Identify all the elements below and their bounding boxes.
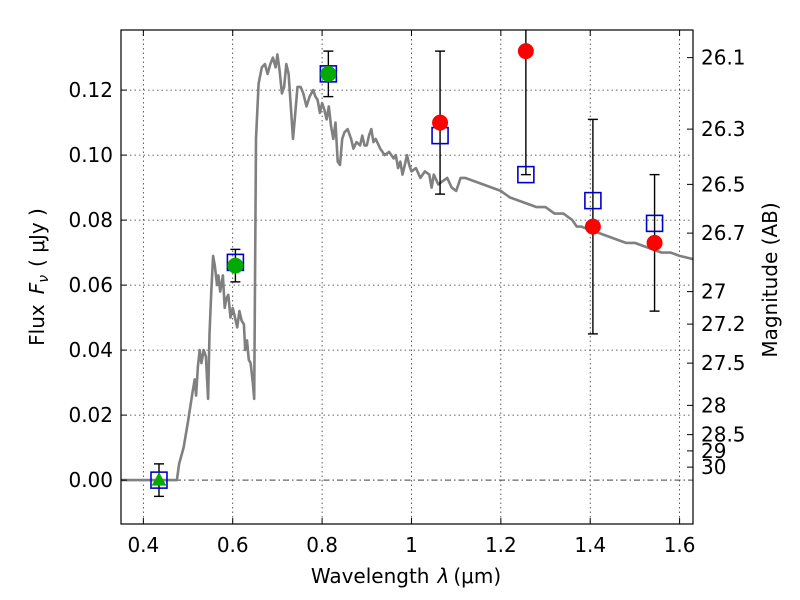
x-tick-label: 1.4 [574,533,606,557]
y-axis-label-symbol: F [25,282,49,294]
mag-tick-label: 26.5 [701,172,746,196]
x-tick-label: 0.8 [306,533,338,557]
mag-tick-label: 27 [701,280,726,304]
observed-point [517,43,534,60]
observed-point-triangle [151,472,167,486]
observed-point [432,114,449,131]
y-axis-label-main: Flux [25,304,49,346]
x-axis-label-main: Wavelength [311,564,430,588]
observed-point [227,257,244,274]
mag-tick-label: 28.5 [701,423,746,447]
mag-tick-label: 28 [701,393,726,417]
y-axis-label-subscript: ν [36,275,52,283]
model-sed-layer [121,53,693,482]
x-tick-label: 0.4 [127,533,159,557]
y-axis-label: Flux Fν ( μJy ) [25,208,52,346]
mag-tick-label: 29 [701,439,726,463]
x-tick-label: 1.6 [664,533,696,557]
y-tick-label: 0.02 [68,403,113,427]
x-tick-label: 0.6 [217,533,249,557]
markers-layer [150,30,664,498]
y-tick-label: 0.12 [68,78,113,102]
observed-point [320,65,337,82]
grid-lines [121,30,693,524]
observed-point [646,234,663,251]
model-photometry-square [517,165,535,184]
x-tick-label: 1.2 [485,533,517,557]
x-axis-label-unit: (μm) [453,564,501,588]
mag-tick-label: 26.7 [701,221,746,245]
observed-point [584,218,601,235]
y-tick-label: 0.06 [68,273,113,297]
ticks: 0.4 0.6 0.8 1 1.2 1.4 1.6 0.00 0.02 0.04 0.06 0.08 0… [68,30,746,557]
x-tick-label: 1 [405,533,418,557]
mag-tick-label: 26.1 [701,46,746,70]
x-axis-label: Wavelength λ (μm) [311,564,501,588]
x-axis-label-symbol: λ [437,564,450,588]
y-tick-label: 0.10 [68,143,113,167]
mag-tick-label: 26.3 [701,117,746,141]
model-photometry-square [645,214,664,233]
model-photometry-square [584,191,602,210]
mag-tick-label: 30 [701,455,726,479]
plot-frame [120,29,694,525]
y-tick-label: 0.00 [68,468,113,492]
model-sed-curve [121,53,693,482]
mag-tick-label: 27.2 [701,312,746,336]
mag-tick-label: 27.5 [701,351,746,375]
y-tick-label: 0.04 [68,338,113,362]
y2-axis-label: Magnitude (AB) [758,202,782,357]
y-axis-label-unit: ( μJy ) [25,208,49,267]
y-tick-label: 0.08 [68,208,113,232]
